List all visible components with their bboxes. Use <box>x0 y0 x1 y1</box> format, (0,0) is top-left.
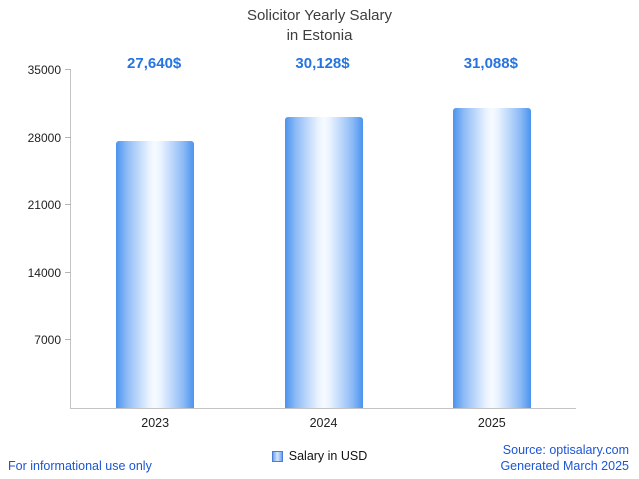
y-axis-tick-label: 14000 <box>27 265 61 280</box>
x-axis-label-2023: 2023 <box>141 416 170 430</box>
y-axis-tick-label: 28000 <box>27 130 61 145</box>
x-axis-label-2025: 2025 <box>477 416 506 430</box>
chart-title-line2: in Estonia <box>286 26 353 44</box>
plot-area: 7000 14000 21000 28000 35000 2023 2024 2025 <box>28 63 576 430</box>
y-axis-tick-mark <box>65 69 71 70</box>
generated-date: Generated March 2025 <box>500 458 629 473</box>
bar-2023 <box>116 141 195 408</box>
source-link[interactable]: Source: optisalary.com <box>502 442 629 457</box>
value-label-row: 27,640$ 30,128$ 31,088$ <box>70 55 575 77</box>
value-label-2025: 31,088$ <box>463 55 518 72</box>
value-label-2023: 27,640$ <box>127 55 182 72</box>
y-axis-tick-mark <box>65 339 71 341</box>
bar-2024 <box>284 117 363 408</box>
y-axis-tick-label: 35000 <box>27 63 61 77</box>
y-axis-tick-label: 21000 <box>27 198 61 213</box>
x-axis-label-2024: 2024 <box>309 416 338 430</box>
legend-label: Salary in USD <box>288 449 368 463</box>
y-axis-tick-mark <box>65 204 71 206</box>
y-axis-tick-mark <box>65 136 71 138</box>
chart-title-line1: Solicitor Yearly Salary <box>246 7 393 24</box>
chart-legend: Salary in USD <box>0 449 639 463</box>
chart-title: Solicitor Yearly Salary in Estonia <box>0 6 639 45</box>
disclaimer-text: For informational use only <box>8 459 152 473</box>
y-axis-tick-mark <box>65 271 71 273</box>
y-axis-tick-label: 7000 <box>34 333 61 348</box>
value-label-2024: 30,128$ <box>295 55 350 72</box>
legend-swatch <box>271 450 283 462</box>
source-block: Source: optisalary.com Generated March 2… <box>500 442 629 475</box>
bar-2025 <box>452 107 531 408</box>
